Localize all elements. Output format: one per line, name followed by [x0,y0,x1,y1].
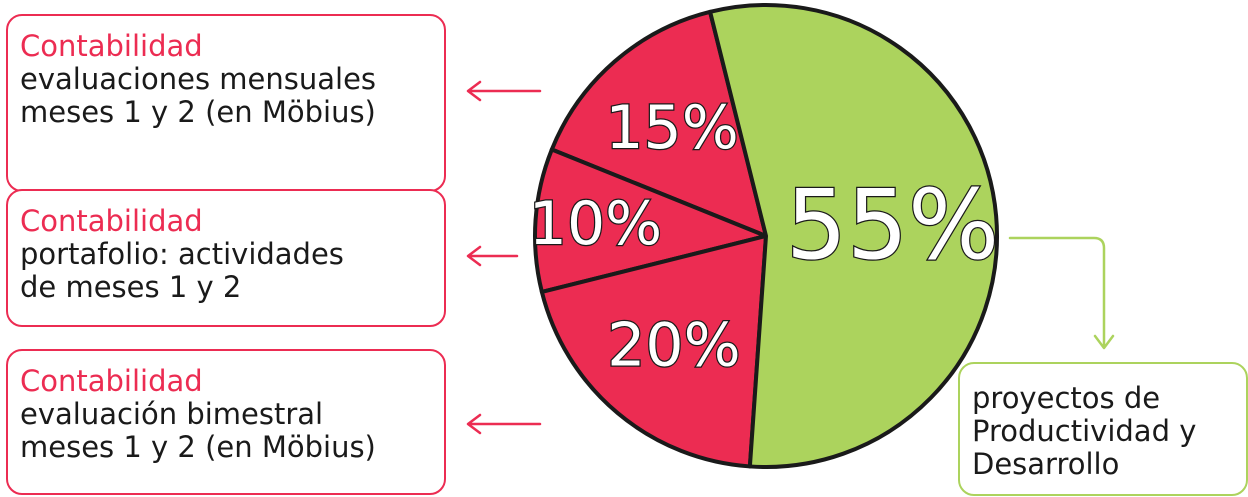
arrow-to-box-portfolio [466,245,519,267]
pie-slice-15 [549,9,768,238]
slice-label-55: 55% [786,169,999,281]
box-title: Contabilidad [20,364,203,398]
pie-slice-20 [539,234,768,469]
arrow-to-box-monthly [466,80,542,102]
slice-label-15: 15% [605,93,738,163]
box-title: Contabilidad [20,29,203,63]
legend-box-bimonthly-evaluation: Contabilidad evaluación bimestral meses … [6,349,446,495]
legend-box-monthly-evaluations: Contabilidad evaluaciones mensuales mese… [6,14,446,192]
box-description: evaluación bimestral meses 1 y 2 (en Möb… [20,397,376,464]
arrow-to-box-projects [1008,236,1115,350]
legend-box-portfolio: Contabilidad portafolio: actividades de … [6,189,446,327]
arrow-to-box-bimonthly [466,413,542,435]
pie-slice-55 [708,3,999,469]
legend-box-projects: proyectos de Productividad y Desarrollo [958,362,1248,496]
slice-label-10: 10% [529,189,662,259]
box-description: portafolio: actividades de meses 1 y 2 [20,237,344,304]
box-description: proyectos de Productividad y Desarrollo [972,381,1197,481]
pie-slice-10 [533,147,768,294]
slice-label-20: 20% [607,311,740,381]
box-title: Contabilidad [20,204,203,238]
box-description: evaluaciones mensuales meses 1 y 2 (en M… [20,62,377,129]
